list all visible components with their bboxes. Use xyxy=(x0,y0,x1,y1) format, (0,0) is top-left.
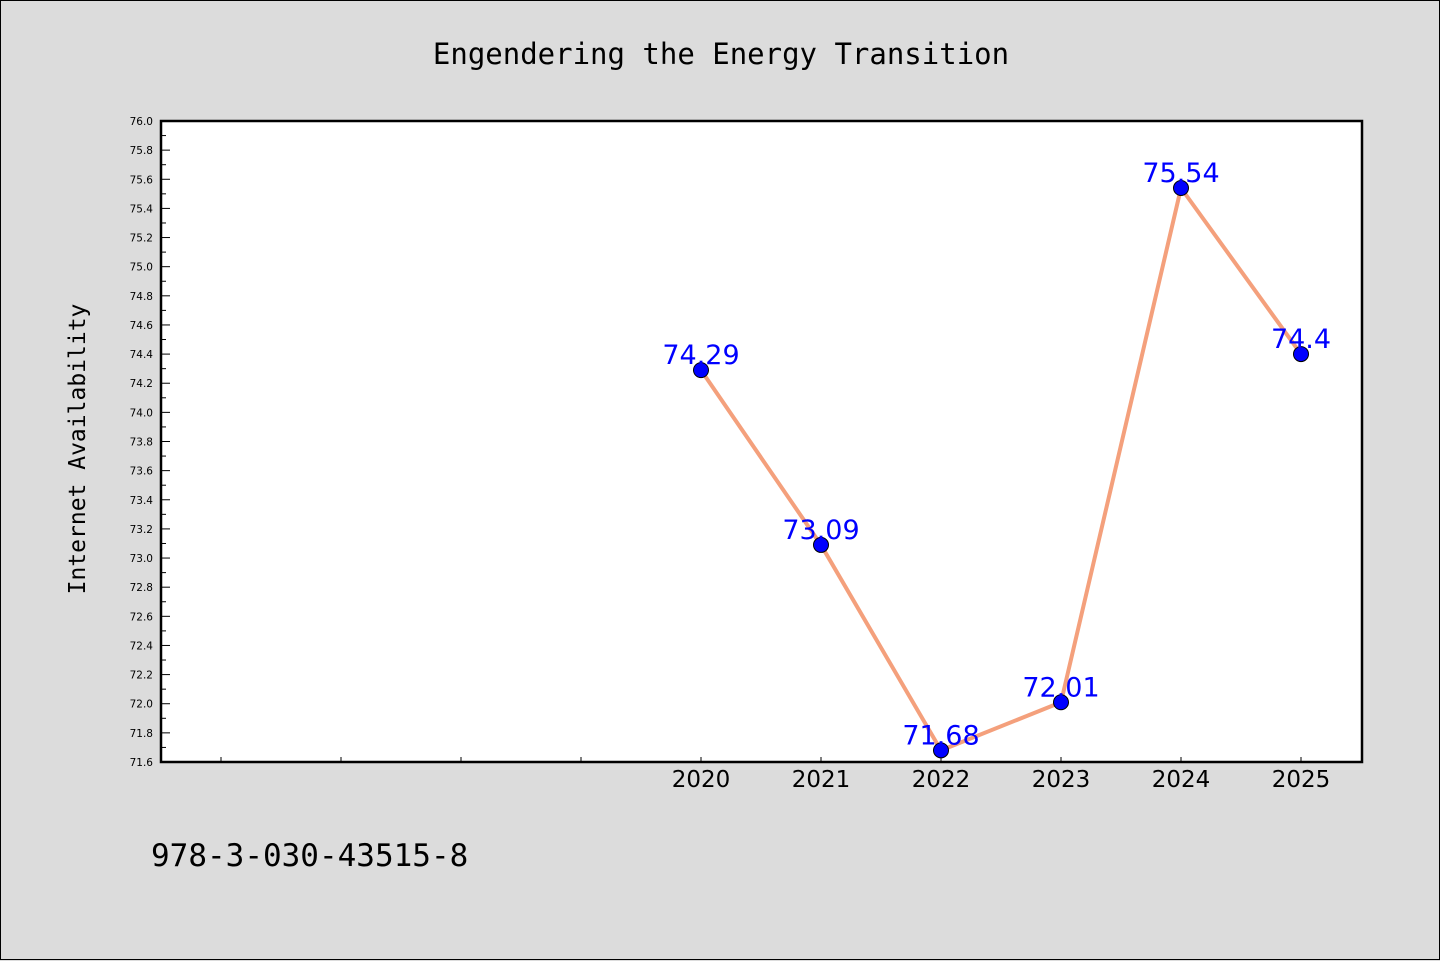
series-line xyxy=(699,186,1303,753)
y-tick-label: 75.0 xyxy=(130,262,153,274)
data-point xyxy=(813,536,829,553)
x-axis-ticks: 2020 2021 2022 2023 2024 2025 xyxy=(220,757,1331,793)
y-tick-label: 74.8 xyxy=(130,291,153,303)
data-labels: 74.29 73.09 71.68 72.01 75.54 74.4 xyxy=(662,158,1331,751)
y-tick-label: 72.4 xyxy=(130,640,154,652)
data-point xyxy=(693,362,709,379)
data-markers xyxy=(693,180,1309,759)
y-tick-label: 71.6 xyxy=(130,757,154,769)
y-tick-label: 74.4 xyxy=(130,349,154,361)
data-label: 73.09 xyxy=(782,515,859,546)
y-axis-label: Internet Availability xyxy=(65,304,91,595)
y-tick-label: 73.8 xyxy=(130,437,153,449)
x-tick-label: 2025 xyxy=(1272,767,1331,793)
data-point xyxy=(1173,180,1189,197)
y-tick-label: 74.0 xyxy=(130,407,153,419)
x-tick-label: 2020 xyxy=(672,767,731,793)
y-tick-label: 73.2 xyxy=(130,524,153,536)
footer-isbn: 978-3-030-43515-8 xyxy=(151,838,468,874)
data-label: 72.01 xyxy=(1022,672,1099,703)
data-point xyxy=(1053,694,1069,711)
y-tick-label: 72.0 xyxy=(130,699,153,711)
y-axis-ticks: 71.6 71.8 72.0 72.2 72.4 72.6 72.8 73.0 73.2 73.4… xyxy=(130,116,170,769)
series-line-group xyxy=(699,186,1303,753)
y-tick-label: 74.6 xyxy=(130,320,154,332)
data-label: 74.4 xyxy=(1271,324,1331,355)
x-tick-label: 2022 xyxy=(912,767,971,793)
data-label: 71.68 xyxy=(902,720,979,751)
y-tick-label: 74.2 xyxy=(130,378,153,390)
y-tick-label: 72.2 xyxy=(130,670,153,682)
chart-title: Engendering the Energy Transition xyxy=(433,37,1009,71)
y-tick-label: 76.0 xyxy=(130,116,153,128)
data-point xyxy=(1293,346,1309,363)
x-tick-label: 2024 xyxy=(1152,767,1211,793)
data-point xyxy=(933,742,949,759)
y-tick-label: 73.0 xyxy=(130,553,153,565)
y-tick-label: 73.6 xyxy=(130,466,154,478)
x-tick-label: 2021 xyxy=(792,767,851,793)
y-tick-label: 75.4 xyxy=(130,203,154,215)
y-tick-label: 73.4 xyxy=(130,495,154,507)
data-label: 75.54 xyxy=(1142,158,1219,189)
x-tick-label: 2023 xyxy=(1032,767,1091,793)
plot-area xyxy=(159,119,1364,764)
y-tick-label: 72.8 xyxy=(130,582,153,594)
y-tick-label: 75.8 xyxy=(130,145,153,157)
y-tick-label: 75.6 xyxy=(130,174,154,186)
y-tick-label: 71.8 xyxy=(130,728,153,740)
y-tick-label: 75.2 xyxy=(130,233,153,245)
data-label: 74.29 xyxy=(662,340,739,371)
y-tick-label: 72.6 xyxy=(130,611,154,623)
